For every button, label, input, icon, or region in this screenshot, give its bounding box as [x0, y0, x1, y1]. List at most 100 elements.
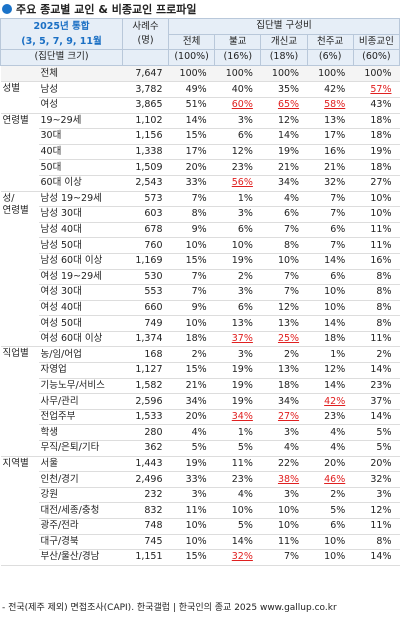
value-cell: 21% [168, 378, 215, 395]
value: 57% [370, 83, 392, 95]
header-row: 2025년 통합 (3, 5, 7, 9, 11월 사례수 (명) 집단별 구성비 [0, 17, 400, 51]
row-label: 무직/은퇴/기타 [38, 440, 123, 457]
value: 7% [191, 286, 207, 298]
value: 8% [376, 270, 392, 282]
row-label: 50대 [38, 159, 123, 176]
value: 6% [330, 224, 346, 236]
data-row: 여성 60대 이상 1,374 18% 37% 25% 18% 11% [1, 331, 400, 348]
value: 4% [330, 442, 346, 454]
data-row: 남성 50대 760 10% 10% 8% 7% 11% [1, 237, 400, 254]
value: 33% [185, 473, 207, 485]
sample-count: 362 [122, 440, 169, 457]
value: 16% [370, 255, 392, 267]
data-row: 남성 40대 678 9% 6% 7% 6% 11% [1, 222, 400, 239]
data-row: 부산/울산/경남 1,151 15% 32% 7% 10% 14% [1, 549, 400, 566]
value-cell: 18% [353, 112, 400, 130]
value-cell: 3% [214, 284, 261, 301]
group-label: 연령별 [0, 112, 39, 192]
sample-count: 832 [122, 502, 169, 519]
value: 10% [185, 535, 207, 547]
value: 12% [370, 504, 392, 516]
value-cell: 7% [168, 190, 215, 208]
size-value: (60%) [352, 49, 400, 66]
value: 3% [237, 208, 253, 220]
footer: - 전국(제주 제외) 면접조사(CAPI). 한국갤럽 | 한국인의 종교 2… [2, 603, 337, 613]
data-row: 40대 1,338 17% 12% 19% 16% 19% [1, 144, 400, 161]
data-row: 전업주부 1,533 20% 34% 27% 23% 14% [1, 409, 400, 426]
row-label: 30대 [38, 128, 123, 145]
value: 43% [370, 99, 392, 111]
value-cell: 13% [260, 362, 308, 379]
value: 8% [191, 208, 207, 220]
value-cell: 3% [214, 112, 261, 130]
sample-count: 1,156 [122, 128, 169, 145]
value-cell: 7% [260, 269, 308, 286]
value-cell: 32% [214, 549, 261, 566]
value: 2% [191, 348, 207, 360]
sample-count: 553 [122, 284, 169, 301]
value-cell: 8% [353, 284, 400, 301]
group-label: 지역별 [0, 455, 39, 566]
value: 3% [237, 348, 253, 360]
value-cell: 6% [214, 300, 261, 317]
sample-count: 3,782 [122, 81, 169, 98]
value: 4% [237, 489, 253, 501]
value-cell: 4% [260, 440, 308, 457]
value: 10% [324, 301, 346, 313]
value-cell: 35% [260, 81, 308, 98]
value: 21% [277, 161, 300, 173]
sample-count: 1,169 [122, 253, 169, 270]
value: 20% [370, 457, 392, 469]
value-cell: 5% [168, 440, 215, 457]
value-cell: 14% [307, 315, 354, 332]
value: 18% [370, 114, 392, 126]
sample-header: 사례수 (명) [122, 17, 170, 51]
value: 58% [324, 99, 346, 111]
value-cell: 10% [260, 518, 308, 535]
value: 10% [277, 504, 300, 516]
value: 34% [277, 395, 300, 407]
value-cell: 10% [307, 534, 354, 551]
column-header: 전체 [168, 33, 216, 51]
value: 10% [324, 551, 346, 563]
value-cell: 34% [168, 393, 215, 410]
bullet-icon [2, 4, 12, 14]
value-cell: 13% [260, 315, 308, 332]
value: 49% [185, 83, 207, 95]
value: 32% [370, 473, 392, 485]
size-label: (집단별 크기) [0, 49, 124, 66]
value: 13% [277, 364, 300, 376]
value: 35% [277, 83, 300, 95]
title: 주요 종교별 교인 & 비종교인 프로파일 [16, 3, 197, 16]
value-cell: 7% [168, 269, 215, 286]
sample-count: 748 [122, 518, 169, 535]
value: 27% [277, 411, 300, 423]
size-empty [122, 49, 170, 66]
value: 6% [237, 224, 253, 236]
data-row: 사무/관리 2,596 34% 19% 34% 42% 37% [1, 393, 400, 410]
value: 14% [370, 551, 392, 563]
size-value: (6%) [306, 49, 354, 66]
value: 4% [330, 426, 346, 438]
value-cell: 19% [214, 378, 261, 395]
value-cell: 4% [168, 424, 215, 442]
value-cell: 14% [307, 378, 354, 395]
value-cell: 58% [307, 97, 354, 114]
value-cell: 10% [353, 190, 400, 208]
value-cell: 12% [260, 112, 308, 130]
value-cell: 5% [353, 424, 400, 442]
value: 65% [277, 99, 300, 111]
value-cell: 11% [353, 237, 400, 254]
sample-count: 1,127 [122, 362, 169, 379]
value-cell: 2% [168, 346, 215, 364]
value-cell: 16% [307, 144, 354, 161]
value: 32% [324, 177, 346, 189]
row-label: 강원 [38, 487, 123, 504]
value-cell: 57% [353, 81, 400, 98]
data-row: 남성 60대 이상 1,169 15% 19% 10% 14% 16% [1, 253, 400, 270]
value: 11% [370, 333, 392, 345]
value-cell: 56% [214, 175, 261, 192]
value: 14% [370, 411, 392, 423]
data-row: 대구/경북 745 10% 14% 11% 10% 8% [1, 534, 400, 551]
value-cell: 15% [168, 549, 215, 566]
